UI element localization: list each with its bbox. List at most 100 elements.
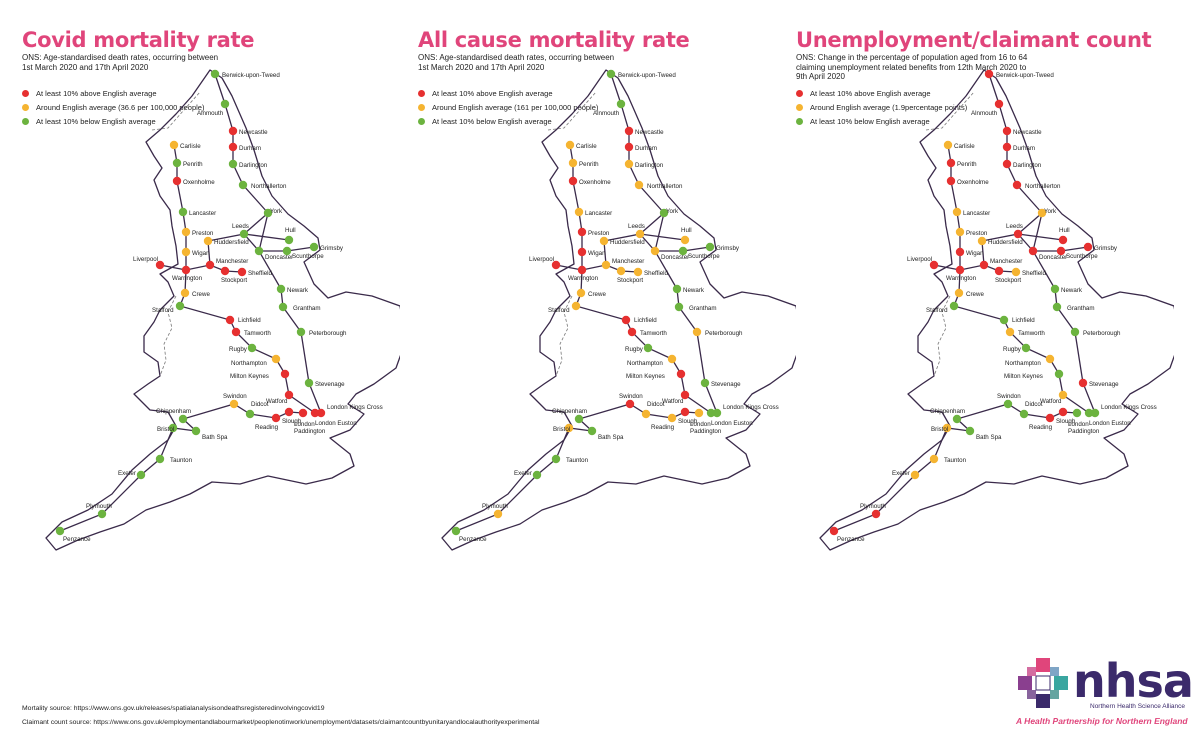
station-marker <box>574 207 584 217</box>
mortality-source: Mortality source: https://www.ons.gov.uk… <box>22 705 325 712</box>
rail-map: Berwick-upon-Tweed Alnmouth Newcastle Durha… <box>45 69 400 551</box>
station-marker <box>181 265 191 275</box>
station-marker <box>616 99 626 109</box>
station-label: Plymouth <box>482 503 508 510</box>
station-label: Manchester <box>612 258 644 265</box>
station-label: Wigan <box>588 250 606 257</box>
station-label: Alnmouth <box>197 110 224 117</box>
station-label: Carlisle <box>180 143 201 150</box>
station-marker <box>210 69 220 79</box>
station-label: Doncaster <box>661 254 689 261</box>
station-marker <box>1078 378 1088 388</box>
station-label: Liverpool <box>133 256 158 263</box>
station-marker <box>1083 242 1093 252</box>
legend-label: At least 10% below English average <box>36 116 156 126</box>
station-marker <box>172 176 182 186</box>
station-label: Watford <box>662 398 684 405</box>
station-label: Crewe <box>966 291 984 298</box>
station-label: Lichfield <box>634 317 657 324</box>
station-label: Warrington <box>568 275 599 282</box>
station-label: Darlington <box>239 162 268 169</box>
station-label: Darlington <box>635 162 664 169</box>
rail-line <box>555 264 639 273</box>
station-marker <box>1070 327 1080 337</box>
station-label: London Kings Cross <box>1101 404 1157 411</box>
station-marker <box>1028 246 1038 256</box>
station-marker <box>1050 284 1060 294</box>
station-marker <box>180 288 190 298</box>
station-label: Leeds <box>232 223 249 230</box>
station-label: Stockport <box>221 277 247 284</box>
station-label: Didcot <box>647 401 665 408</box>
panel-unemployment: Unemployment/claimant count ONS: Change … <box>774 0 1174 640</box>
station-label: Wigan <box>966 250 984 257</box>
station-label: Penrith <box>957 161 977 168</box>
station-label: Newark <box>683 287 705 294</box>
station-label: Milton Keynes <box>626 373 665 380</box>
station-marker <box>829 526 839 536</box>
legend-item-below: At least 10% below English average <box>796 114 967 128</box>
station-marker <box>576 288 586 298</box>
station-marker <box>952 207 962 217</box>
green-dot-icon <box>796 117 803 125</box>
station-marker <box>680 235 690 245</box>
station-marker <box>220 99 230 109</box>
station-label: Bath Spa <box>598 434 624 441</box>
station-label: Carlisle <box>576 143 597 150</box>
station-label: Grantham <box>1067 305 1095 312</box>
station-label: Lancaster <box>585 210 612 217</box>
station-marker <box>1019 409 1029 419</box>
station-label: Berwick-upon-Tweed <box>996 72 1054 79</box>
station-label: London Paddington <box>1068 421 1100 435</box>
station-marker <box>910 470 920 480</box>
station-label: Newcastle <box>635 129 664 136</box>
panel-subtitle: ONS: Age-standardised death rates, occur… <box>418 53 615 72</box>
station-marker <box>676 369 686 379</box>
station-marker <box>706 408 716 418</box>
coastline <box>45 69 400 551</box>
station-label: Bristol <box>157 426 174 433</box>
station-label: Lancaster <box>189 210 216 217</box>
station-label: Exeter <box>892 470 910 477</box>
station-label: Swindon <box>997 393 1021 400</box>
station-marker <box>955 265 965 275</box>
station-label: Grantham <box>689 305 717 312</box>
rail-line <box>207 212 269 266</box>
rail-line <box>243 233 290 241</box>
station-label: Bristol <box>931 426 948 433</box>
panel-subtitle: ONS: Age-standardised death rates, occur… <box>22 53 219 72</box>
station-marker <box>168 423 178 433</box>
station-label: Preston <box>588 230 610 237</box>
station-marker <box>1011 267 1021 277</box>
legend-item-below: At least 10% below English average <box>22 114 204 128</box>
station-marker <box>181 227 191 237</box>
station-label: Sheffield <box>248 270 273 277</box>
station-label: Stafford <box>926 307 948 314</box>
station-marker <box>667 413 677 423</box>
rail-map: Berwick-upon-Tweed Alnmouth Newcastle Durha… <box>819 69 1174 551</box>
station-label: Tamworth <box>1018 330 1045 337</box>
station-label: Warrington <box>172 275 203 282</box>
station-marker <box>1045 354 1055 364</box>
station-label: Crewe <box>588 291 606 298</box>
station-label: Warrington <box>946 275 977 282</box>
station-marker <box>225 315 235 325</box>
station-label: Chippenham <box>552 408 587 415</box>
station-marker <box>175 301 185 311</box>
station-marker <box>705 242 715 252</box>
station-marker <box>946 176 956 186</box>
station-label: London Euston <box>1089 420 1131 427</box>
brand-subname: Northern Health Science Alliance <box>1090 703 1186 710</box>
rail-line <box>981 212 1043 266</box>
station-marker <box>694 408 704 418</box>
station-label: Oxenholme <box>579 179 611 186</box>
station-label: Huddersfield <box>988 239 1023 246</box>
station-label: Lancaster <box>963 210 990 217</box>
station-label: Taunton <box>944 457 967 464</box>
legend-label: At least 10% below English average <box>432 116 552 126</box>
station-marker <box>965 426 975 436</box>
station-marker <box>1054 369 1064 379</box>
station-label: Leeds <box>628 223 645 230</box>
station-marker <box>1084 408 1094 418</box>
station-marker <box>181 247 191 257</box>
